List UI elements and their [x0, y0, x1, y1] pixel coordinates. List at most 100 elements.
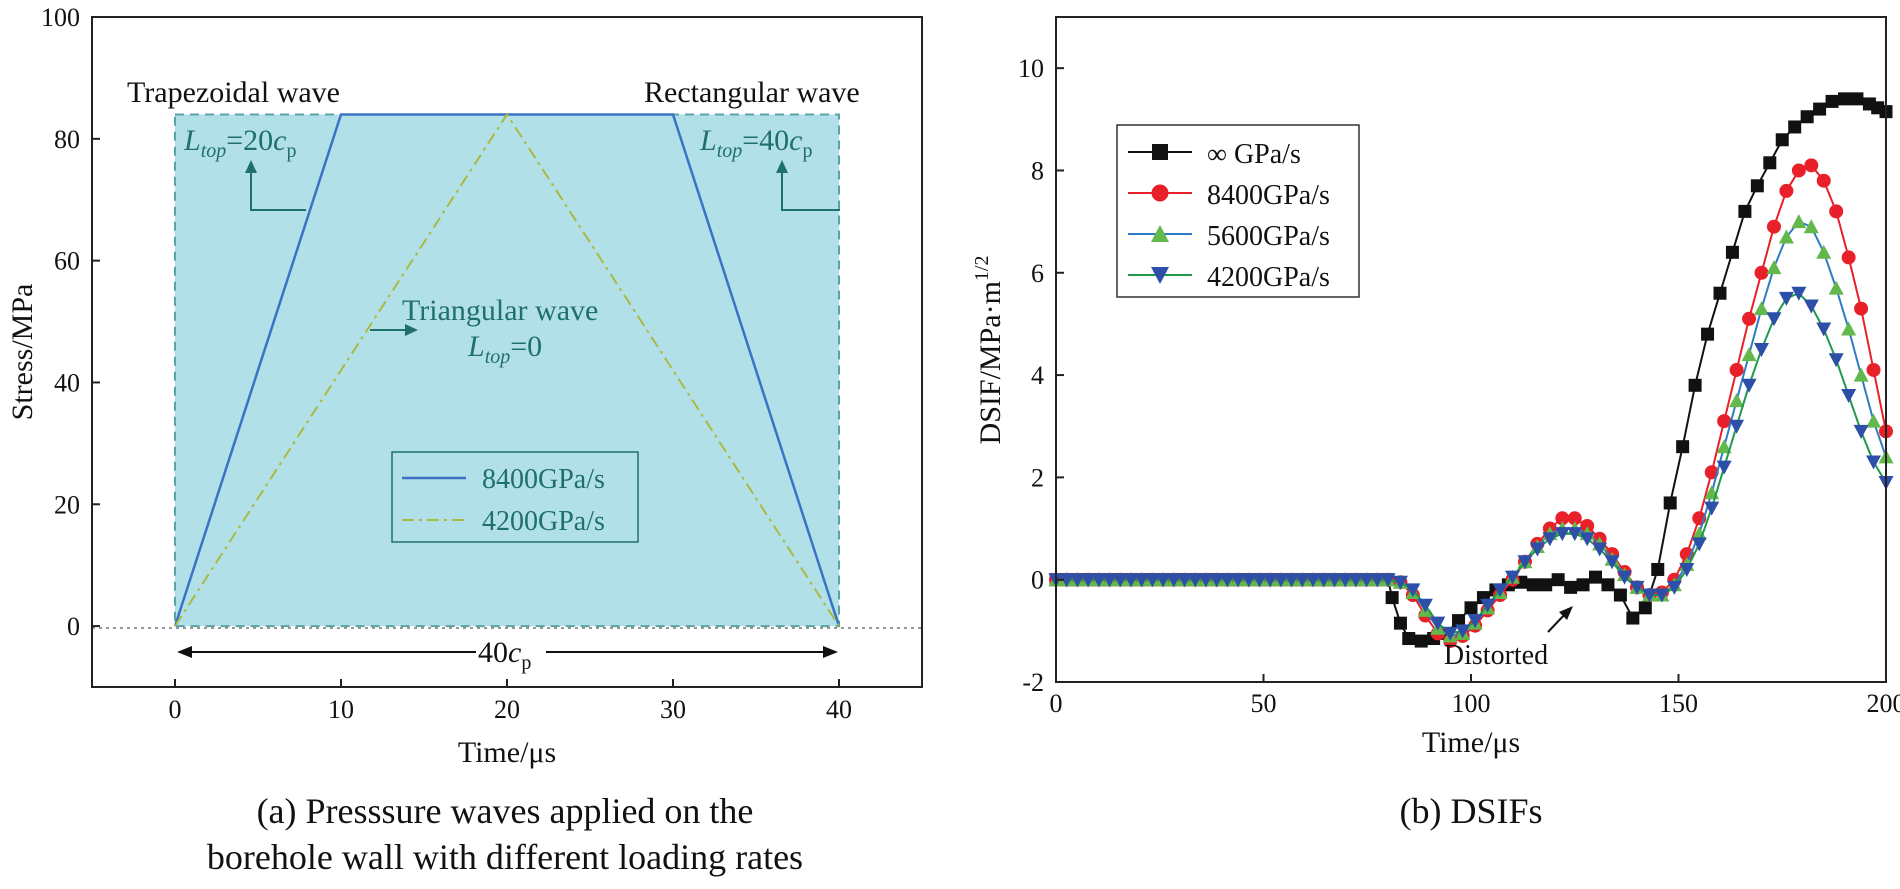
data-point	[1666, 580, 1682, 595]
rect-label-arrowhead	[776, 160, 788, 173]
legend-marker-series-inf	[1152, 144, 1168, 160]
triangular-wave-line	[174, 112, 840, 627]
data-point	[1155, 573, 1171, 588]
legend-8400-label: 8400GPa/s	[482, 464, 605, 495]
l-top-rect-label: Ltop=40cp	[699, 124, 813, 162]
data-point	[1704, 501, 1720, 516]
data-point	[1262, 573, 1278, 588]
rect-label-arrow	[781, 167, 840, 211]
data-point	[1791, 214, 1807, 229]
data-point	[1800, 110, 1814, 124]
x-tick-label: 100	[1452, 689, 1491, 718]
y-tick-label: -2	[1022, 668, 1044, 697]
data-point	[1701, 327, 1715, 341]
data-point	[1766, 312, 1782, 327]
y-tick-label: 2	[1031, 463, 1044, 492]
legend-entries	[1128, 144, 1192, 284]
data-point	[1754, 301, 1769, 316]
data-point	[1688, 378, 1702, 392]
data-point	[1405, 583, 1421, 598]
data-point	[1385, 591, 1399, 605]
data-point	[1729, 419, 1745, 434]
data-point	[1348, 573, 1364, 588]
data-point	[1803, 219, 1819, 234]
x-axis-ticks: 0 10 20 30 40	[169, 679, 852, 724]
data-point	[1273, 573, 1289, 588]
data-point	[1539, 578, 1553, 592]
x-axis-label: Time/μs	[458, 736, 556, 769]
y-tick-label: 40	[54, 368, 80, 397]
data-point	[1754, 343, 1769, 357]
data-point	[1430, 616, 1446, 631]
data-point	[1542, 532, 1558, 547]
width-label-bg	[476, 634, 546, 670]
data-point	[1414, 634, 1428, 648]
data-point	[1816, 244, 1832, 259]
data-point	[1866, 455, 1882, 470]
data-point	[1651, 562, 1665, 576]
rectangular-wave-region	[174, 113, 840, 628]
legend-4200-label: 4200GPa/s	[482, 506, 605, 537]
data-point	[1841, 250, 1856, 265]
legend-marker-series-4200	[1151, 267, 1169, 284]
distorted-arrowhead	[1559, 606, 1573, 620]
data-point	[1816, 173, 1831, 188]
data-point	[1187, 573, 1203, 588]
data-point	[1177, 573, 1193, 588]
data-point	[1580, 518, 1595, 533]
width-arrow-right	[823, 646, 838, 658]
data-point	[1091, 573, 1107, 588]
data-point	[1791, 163, 1806, 178]
data-point	[1766, 260, 1782, 275]
width-label: 40c_p40cp	[478, 636, 531, 674]
data-point	[1284, 573, 1300, 588]
data-point	[1402, 632, 1416, 646]
y-tick-label: 10	[1018, 54, 1044, 83]
x-tick-label: 50	[1251, 689, 1277, 718]
data-point	[1838, 92, 1851, 106]
data-point	[1294, 573, 1310, 588]
legend-4200-label: 4200GPa/s	[1207, 262, 1330, 293]
data-point	[1369, 573, 1385, 588]
data-point	[1704, 465, 1719, 480]
data-point	[1691, 526, 1707, 541]
data-point	[1691, 537, 1707, 552]
data-point	[1829, 204, 1844, 219]
data-point	[1069, 573, 1085, 588]
data-point	[1567, 511, 1582, 526]
data-point	[1778, 291, 1794, 306]
data-point	[1676, 440, 1690, 454]
trap-label-arrowhead	[245, 160, 257, 173]
trap-label-arrow	[250, 167, 306, 211]
caption-panel-a-line2: borehole wall with different loading rat…	[206, 837, 804, 877]
data-point	[1866, 413, 1882, 428]
data-point	[1219, 573, 1235, 588]
data-point	[1853, 367, 1869, 382]
data-point	[1592, 542, 1608, 557]
legend-marker-series-8400	[1151, 184, 1169, 202]
x-tick-label: 40	[826, 695, 852, 724]
data-point	[1209, 573, 1225, 588]
y-tick-label: 80	[54, 125, 80, 154]
data-point	[1112, 573, 1128, 588]
y-tick-label: 0	[1031, 566, 1044, 595]
data-point	[1763, 156, 1777, 170]
triangular-wave-label: Triangular wave	[402, 294, 598, 327]
y-tick-label: 4	[1031, 361, 1044, 390]
data-point	[1579, 532, 1595, 547]
x-tick-label: 0	[1050, 689, 1063, 718]
trapezoidal-wave-label: Trapezoidal wave	[127, 76, 340, 109]
data-point	[1166, 573, 1182, 588]
data-point	[1230, 573, 1246, 588]
data-point	[1380, 573, 1396, 588]
data-point	[1617, 570, 1633, 585]
y-tick-label: 6	[1031, 259, 1044, 288]
data-point	[1742, 311, 1757, 326]
caption-panel-b: (b) DSIFs	[1056, 788, 1886, 834]
x-axis-label: Time/μs	[1422, 726, 1520, 759]
data-point	[1663, 496, 1677, 510]
legend-marker-series-5600	[1151, 225, 1169, 242]
data-point	[1359, 573, 1375, 588]
